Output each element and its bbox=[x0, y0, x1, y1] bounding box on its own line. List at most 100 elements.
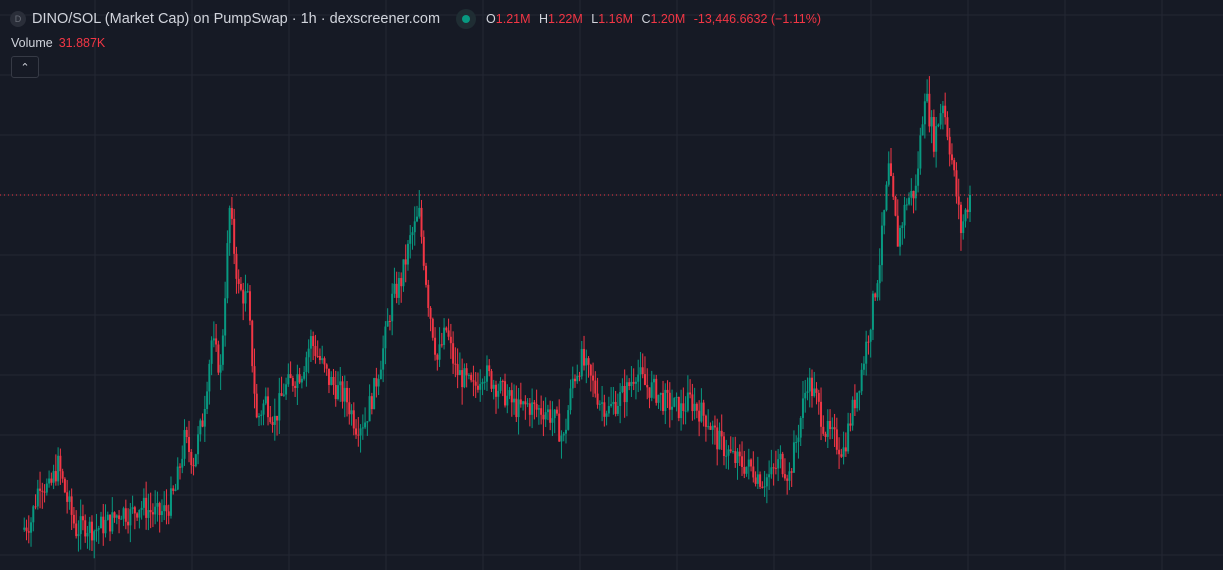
candle-body bbox=[707, 426, 710, 428]
candle-body bbox=[346, 387, 349, 403]
candle-body bbox=[212, 338, 215, 341]
candle-body bbox=[179, 466, 181, 468]
candle-body bbox=[890, 163, 892, 177]
candle-body bbox=[901, 225, 904, 229]
candle-body bbox=[285, 384, 288, 395]
candle-body bbox=[332, 376, 335, 385]
candle-body bbox=[246, 291, 249, 293]
candle-body bbox=[811, 377, 813, 397]
candle-body bbox=[648, 387, 651, 398]
candle-body bbox=[698, 410, 701, 422]
candle-body bbox=[429, 307, 432, 319]
candle-body bbox=[666, 389, 669, 393]
candle-body bbox=[122, 508, 125, 519]
candle-body bbox=[276, 415, 279, 421]
candle-body bbox=[632, 381, 635, 384]
ohlc-values: O1.21M H1.22M L1.16M C1.20M -13,446.6632… bbox=[486, 12, 821, 26]
candle-body bbox=[278, 393, 281, 421]
candle-body bbox=[528, 403, 531, 415]
candle-body bbox=[838, 449, 841, 455]
candle-body bbox=[614, 401, 617, 414]
candle-body bbox=[321, 358, 324, 361]
candle-body bbox=[172, 488, 175, 491]
candle-body bbox=[445, 327, 448, 331]
candle-body bbox=[639, 367, 642, 375]
candle-body bbox=[379, 369, 382, 380]
candle-body bbox=[438, 344, 441, 360]
candle-body bbox=[526, 403, 529, 405]
candle-body bbox=[519, 399, 522, 405]
candle-body bbox=[366, 421, 369, 423]
candle-body bbox=[436, 354, 439, 360]
candle-body bbox=[413, 221, 416, 233]
candle-body bbox=[449, 336, 452, 344]
candle-body bbox=[86, 533, 89, 537]
candle-body bbox=[273, 415, 276, 425]
candle-body bbox=[637, 374, 640, 382]
candle-body bbox=[323, 358, 326, 365]
candle-body bbox=[188, 436, 191, 452]
candle-body bbox=[472, 380, 475, 382]
candle-body bbox=[630, 381, 633, 387]
candle-body bbox=[267, 396, 270, 418]
market-status-icon[interactable] bbox=[456, 9, 477, 29]
candle-body bbox=[822, 426, 825, 434]
candle-body bbox=[585, 358, 588, 366]
candle-body bbox=[63, 478, 66, 493]
candle-body bbox=[655, 378, 658, 403]
candle-body bbox=[129, 509, 132, 526]
candle-body bbox=[88, 521, 91, 534]
candle-body bbox=[192, 465, 195, 467]
candle-body bbox=[497, 390, 500, 397]
candle-body bbox=[720, 430, 723, 437]
candle-body bbox=[233, 218, 236, 254]
candle-body bbox=[650, 382, 653, 398]
candle-body bbox=[799, 417, 802, 438]
candle-body bbox=[391, 293, 394, 322]
candle-body bbox=[804, 392, 807, 399]
candle-body bbox=[176, 466, 179, 490]
candle-body bbox=[718, 430, 721, 450]
candle-body bbox=[504, 381, 507, 406]
collapse-legend-button[interactable]: ⌃ bbox=[11, 56, 39, 78]
candle-body bbox=[352, 410, 355, 429]
candle-body bbox=[522, 401, 525, 405]
candle-body bbox=[474, 381, 477, 386]
candle-body bbox=[253, 366, 256, 394]
candle-body bbox=[350, 410, 353, 415]
candle-body bbox=[702, 402, 705, 416]
candle-body bbox=[495, 384, 497, 397]
candle-body bbox=[364, 422, 367, 428]
candle-body bbox=[969, 195, 971, 213]
candle-body bbox=[337, 385, 339, 400]
candle-body bbox=[716, 427, 719, 450]
candle-body bbox=[373, 378, 376, 410]
candle-body bbox=[896, 215, 899, 247]
candle-body bbox=[510, 390, 513, 403]
candle-body bbox=[492, 384, 495, 389]
chart-title: DINO/SOL (Market Cap) on PumpSwap · 1h ·… bbox=[32, 11, 441, 27]
candle-body bbox=[251, 320, 254, 367]
symbol-icon[interactable]: D bbox=[10, 11, 26, 27]
candle-body bbox=[382, 348, 385, 370]
candle-body bbox=[513, 398, 516, 403]
candle-body bbox=[594, 380, 597, 394]
candle-body bbox=[36, 488, 39, 507]
candle-body bbox=[420, 207, 423, 237]
candle-body bbox=[768, 474, 771, 478]
candle-body bbox=[147, 510, 150, 518]
candle-body bbox=[880, 225, 883, 266]
candle-body bbox=[465, 368, 468, 376]
candle-body bbox=[411, 232, 414, 236]
candle-body bbox=[197, 434, 200, 455]
candle-body bbox=[596, 393, 599, 405]
candle-body bbox=[393, 283, 396, 294]
candle-body bbox=[34, 506, 37, 508]
candle-body bbox=[727, 449, 730, 456]
candle-body bbox=[339, 381, 342, 386]
candle-body bbox=[183, 430, 186, 459]
candle-body bbox=[695, 403, 698, 411]
candle-body bbox=[598, 403, 601, 405]
candle-body bbox=[221, 335, 224, 365]
